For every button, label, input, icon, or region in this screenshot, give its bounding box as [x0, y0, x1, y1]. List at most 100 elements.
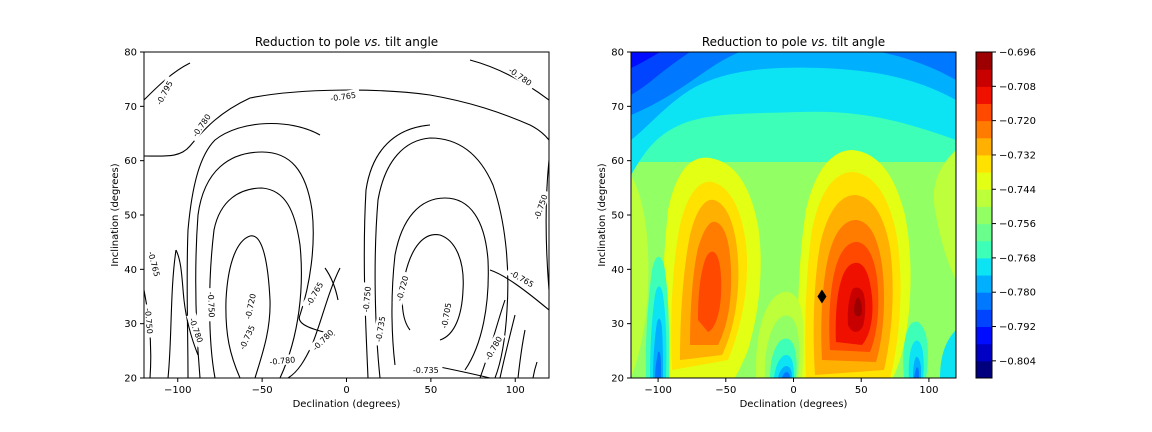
contour-label-bg: [265, 353, 300, 367]
x-axis-label: Declination (degrees): [293, 399, 401, 410]
colorbar-band: [976, 257, 992, 276]
colorbar-tick-label: −0.696: [999, 48, 1036, 59]
x-tick-label: 50: [425, 385, 438, 396]
band-fill: [631, 175, 649, 378]
contour-label-bg: [206, 287, 218, 322]
colorbar-band: [976, 137, 992, 156]
contour-label-bg: [480, 330, 506, 365]
band-fill: [854, 297, 862, 317]
band-fill: [933, 150, 956, 280]
contour-line: [195, 151, 336, 378]
colorbar-band: [976, 309, 992, 328]
colorbar-tick-label: −0.756: [999, 219, 1036, 230]
y-tick-label: 30: [611, 319, 624, 330]
contour-label-bg: [307, 324, 338, 355]
contour-line: [324, 267, 339, 301]
x-axis-ticks: −100 −50 0 50 100: [644, 378, 938, 396]
contour-line: [391, 197, 489, 371]
contour-line: [532, 361, 538, 378]
contour-label-bg: [325, 88, 361, 104]
x-axis-ticks: −100 −50 0 50 100: [164, 378, 525, 396]
x-axis-label: Declination (degrees): [740, 399, 848, 410]
y-tick-label: 40: [611, 265, 624, 276]
x-tick-label: 50: [855, 385, 868, 396]
band-fill: [782, 372, 790, 378]
contour-line: [499, 314, 516, 378]
contour-label: -0.705: [437, 298, 454, 333]
contour-label-bg: [371, 311, 388, 347]
colorbar-bands: [976, 52, 992, 379]
colorbar-tick-label: −0.780: [999, 288, 1036, 299]
y-tick-label: 60: [611, 156, 624, 167]
contour-label-bg: [186, 312, 208, 348]
contour-line: [186, 122, 321, 378]
y-axis-label: Inclination (degrees): [597, 163, 608, 266]
contour-label-text: -0.750: [206, 292, 216, 318]
colorbar-frame: [975, 51, 993, 379]
y-tick-label: 80: [611, 48, 624, 59]
colorbar-band: [976, 69, 992, 87]
contour-label-bg: [409, 364, 443, 375]
colorbar-band: [976, 86, 992, 104]
band-fill: [698, 251, 722, 332]
marker-diamond: [817, 289, 827, 304]
x-tick-label: −50: [715, 385, 736, 396]
colorbar-band: [976, 154, 992, 173]
contour-label-text: -0.780: [269, 356, 295, 367]
y-tick-label: 70: [124, 102, 137, 113]
contour-label: -0.750: [359, 282, 373, 317]
chart-title: Reduction to pole vs. tilt angle: [702, 35, 885, 49]
y-tick-label: 30: [124, 319, 137, 330]
y-tick-label: 50: [611, 211, 624, 222]
band-fill: [631, 52, 956, 175]
colorbar-tick-label: −0.708: [999, 82, 1036, 93]
colorbar-band: [976, 120, 992, 139]
contour-label-bg: [143, 303, 156, 338]
contour-label-text: -0.765: [330, 91, 357, 104]
band-fill: [631, 52, 956, 140]
colorbar-band: [976, 360, 992, 379]
colorbar: −0.696 −0.708 −0.720 −0.732 −0.744 −0.756 −0.7…: [975, 48, 1036, 379]
contour-label: -0.780: [265, 353, 300, 367]
band-fill: [914, 367, 919, 378]
colorbar-band: [976, 103, 992, 122]
contour-label: -0.735: [409, 364, 443, 375]
colorbar-band: [976, 326, 992, 345]
contour-line: [469, 59, 549, 101]
colorbar-tick-label: −0.720: [999, 116, 1036, 127]
contour-label-bg: [145, 246, 164, 282]
contour-label-bg: [392, 270, 411, 306]
contour-line: [175, 249, 199, 356]
y-axis-ticks: 20 30 40 50 60 70 80: [124, 48, 144, 385]
contour-label-bg: [437, 298, 454, 333]
colorbar-tick-label: −0.744: [999, 185, 1036, 196]
contour-line: [517, 329, 526, 378]
contour-plot-left: -0.795-0.780-0.765-0.780-0.750-0.765-0.7…: [110, 35, 551, 410]
filled-contour-plot-right: −100 −50 0 50 100 20 30 40 50 60 70 80 Reduction t…: [597, 35, 957, 410]
contour-label-bg: [151, 75, 177, 110]
contour-line: [545, 159, 549, 291]
chart-title: Reduction to pole vs. tilt angle: [255, 35, 438, 49]
contour-label-bg: [505, 265, 540, 291]
plot-area-left: [144, 52, 549, 378]
filled-contour-bands: [631, 52, 956, 378]
band-fill: [631, 52, 660, 68]
contour-label-bg: [504, 62, 538, 90]
contour-line: [167, 249, 177, 378]
colorbar-tick-label: −0.804: [999, 356, 1036, 367]
x-tick-label: 100: [919, 385, 938, 396]
contour-label: -0.765: [325, 88, 361, 104]
contour-label-text: -0.735: [413, 366, 439, 375]
contour-line: [363, 124, 431, 378]
contour-line: [374, 137, 509, 378]
y-tick-label: 50: [124, 211, 137, 222]
colorbar-band: [976, 206, 992, 225]
x-tick-label: 100: [506, 385, 525, 396]
band-fill: [631, 52, 690, 95]
contour-label-bg: [241, 288, 259, 324]
colorbar-band: [976, 189, 992, 207]
x-tick-label: 0: [790, 385, 796, 396]
colorbar-band: [976, 240, 992, 259]
colorbar-band: [976, 172, 992, 190]
colorbar-band: [976, 223, 992, 242]
